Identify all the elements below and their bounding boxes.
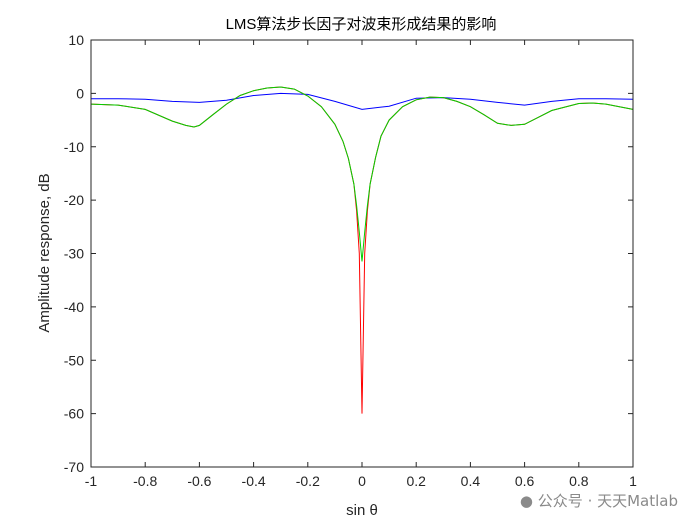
y-tick-label: -20: [64, 192, 84, 208]
y-axis: 10 0 -10 -20 -30 -40 -50 -60 -70: [64, 32, 633, 475]
x-tick-label: 0.6: [515, 473, 535, 489]
y-tick-label: 0: [76, 85, 84, 101]
x-tick-label: 1: [629, 473, 637, 489]
x-tick-label: -0.4: [242, 473, 266, 489]
wechat-icon: ●: [519, 492, 534, 510]
x-tick-label: 0.8: [569, 473, 589, 489]
series-line-2: [90, 86, 634, 414]
y-tick-label: -50: [64, 352, 84, 368]
y-tick-label: -10: [64, 139, 84, 155]
chart-title: LMS算法步长因子对波束形成结果的影响: [226, 15, 497, 33]
x-tick-label: -0.2: [296, 473, 320, 489]
y-axis-label: Amplitude response, dB: [36, 173, 53, 332]
watermark: ● 公众号 · 天天Matlab: [520, 490, 678, 511]
plot-area: [90, 86, 634, 414]
x-tick-label: -0.6: [187, 473, 211, 489]
x-tick-label: 0: [358, 473, 366, 489]
x-axis-label: sin θ: [346, 502, 378, 519]
x-axis: -1 -0.8 -0.6 -0.4 -0.2 0 0.2 0.4 0.6 0.8 1: [85, 40, 637, 489]
x-tick-label: -1: [85, 473, 98, 489]
y-tick-label: -30: [64, 246, 84, 262]
series-line-1: [91, 92, 634, 110]
y-tick-label: 10: [68, 32, 84, 48]
y-tick-label: -60: [64, 406, 84, 422]
series-line-3: [90, 86, 634, 262]
x-tick-label: -0.8: [133, 473, 157, 489]
y-tick-label: -40: [64, 299, 84, 315]
x-tick-label: 0.2: [406, 473, 426, 489]
x-tick-label: 0.4: [461, 473, 481, 489]
y-tick-label: -70: [64, 459, 84, 475]
watermark-text: 公众号 · 天天Matlab: [537, 492, 678, 510]
